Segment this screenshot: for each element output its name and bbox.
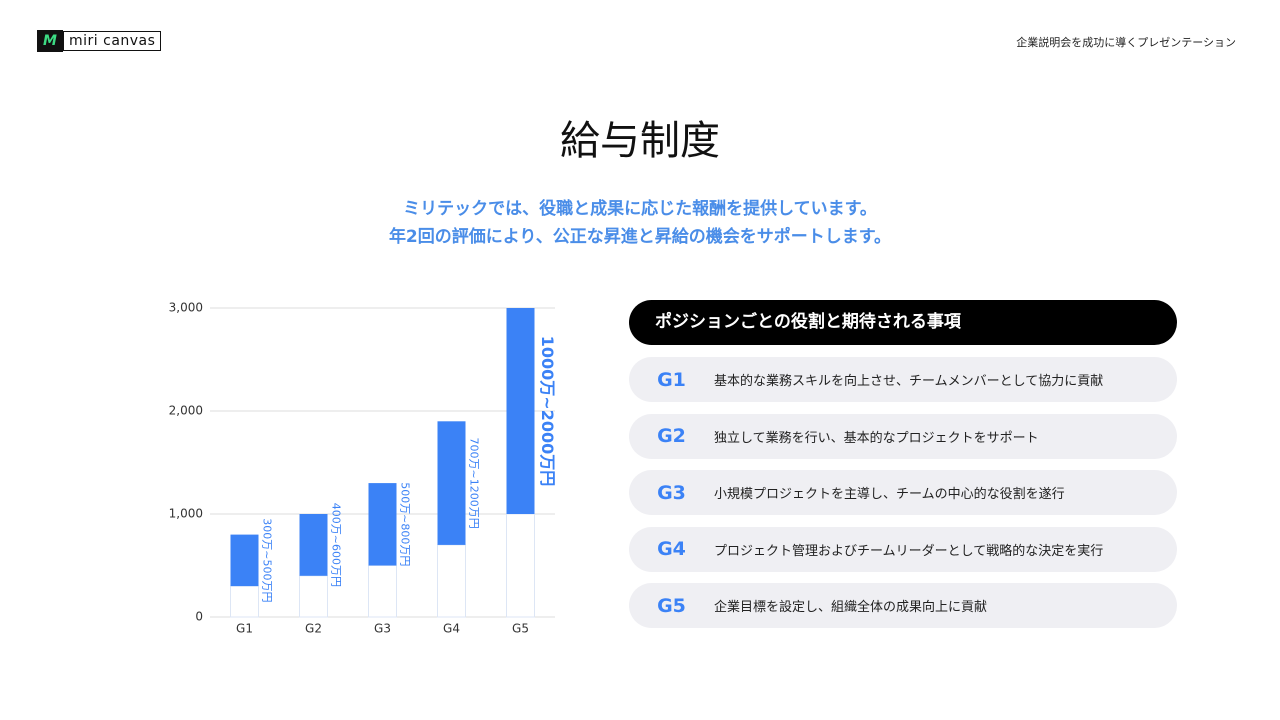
bar-segment [368, 483, 397, 566]
role-row: G3 小規模プロジェクトを主導し、チームの中心的な役割を遂行 [629, 470, 1177, 515]
bar-segment [506, 308, 535, 514]
range-label: 300万~500万円 [261, 518, 274, 602]
range-label: 500万~800万円 [399, 482, 412, 566]
bar-segment [368, 565, 397, 618]
roles-heading: ポジションごとの役割と期待される事項 [629, 300, 1177, 345]
chart: 0 1,000 2,000 3,000 G1 300万~500万円 G2 400万~600万円… [169, 301, 557, 636]
x-tick-label: G2 [305, 622, 322, 636]
x-tick-label: G3 [374, 622, 391, 636]
logo: M miri canvas [37, 30, 162, 52]
subtitle: 年2回の評価により、公正な昇進と昇給の機会をサポートします。 [388, 227, 892, 247]
logo-text: miri canvas [63, 31, 162, 51]
y-tick-label: 0 [195, 610, 203, 624]
range-label: 1000万~2000万円 [538, 336, 557, 486]
x-tick-label: G4 [443, 622, 460, 636]
description: 基本的な業務スキルを向上させ、チームメンバーとして協力に貢献 [714, 374, 1104, 389]
role-row: G4 プロジェクト管理およびチームリーダーとして戦略的な決定を実行 [629, 526, 1177, 572]
bar-segment [506, 513, 535, 618]
bar-segment [230, 585, 259, 618]
bar-segment [299, 575, 328, 618]
grade: G2 [657, 425, 686, 447]
bar-segment [437, 421, 466, 545]
y-tick-label: 3,000 [169, 301, 203, 315]
description: 企業目標を設定し、組織全体の成果向上に貢献 [714, 600, 988, 615]
bar-segment [437, 544, 466, 618]
grade: G1 [657, 368, 686, 391]
description: 小規模プロジェクトを主導し、チームの中心的な役割を遂行 [714, 487, 1065, 502]
x-tick-label: G1 [236, 622, 253, 636]
range-label: 700万~1200万円 [468, 437, 481, 528]
subtitle: ミリテックでは、役職と成果に応じた報酬を提供しています。 [403, 199, 877, 219]
role-row: G1 基本的な業務スキルを向上させ、チームメンバーとして協力に貢献 [629, 357, 1177, 402]
logo-icon: M [37, 30, 63, 52]
y-tick-label: 2,000 [169, 404, 203, 418]
role-row: G5 企業目標を設定し、組織全体の成果向上に貢献 [629, 583, 1177, 628]
range-label: 400万~600万円 [330, 503, 343, 587]
x-tick-label: G5 [512, 622, 529, 636]
grade: G4 [657, 538, 686, 560]
role-row: G2 独立して業務を行い、基本的なプロジェクトをサポート [629, 413, 1177, 459]
description: 独立して業務を行い、基本的なプロジェクトをサポート [714, 430, 1039, 446]
tagline: 企業説明会を成功に導くプレゼンテーション [1016, 36, 1236, 49]
grade: G3 [657, 481, 686, 504]
grade: G5 [657, 594, 686, 617]
bar-segment [299, 514, 328, 576]
bar-segment [230, 534, 259, 587]
description: プロジェクト管理およびチームリーダーとして戦略的な決定を実行 [714, 543, 1104, 559]
y-tick-label: 1,000 [169, 507, 203, 521]
title: 給与制度 [560, 118, 720, 164]
